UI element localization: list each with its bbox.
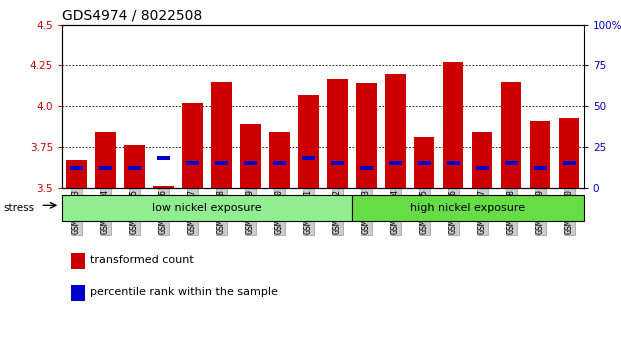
- Text: stress: stress: [3, 203, 34, 213]
- Text: transformed count: transformed count: [90, 255, 194, 265]
- Bar: [153, 186, 174, 188]
- Bar: [418, 161, 431, 165]
- Bar: [186, 161, 199, 165]
- Bar: [331, 161, 344, 165]
- Bar: [99, 166, 112, 170]
- Bar: [505, 161, 518, 165]
- Bar: [211, 82, 232, 188]
- Bar: [128, 166, 141, 170]
- Bar: [385, 74, 406, 188]
- Bar: [563, 161, 576, 165]
- Bar: [360, 166, 373, 170]
- Bar: [244, 161, 257, 165]
- Bar: [157, 156, 170, 160]
- Bar: [530, 121, 550, 188]
- Bar: [443, 62, 463, 188]
- Text: low nickel exposure: low nickel exposure: [152, 203, 262, 213]
- Bar: [215, 161, 228, 165]
- Bar: [389, 161, 402, 165]
- Bar: [476, 166, 489, 170]
- Bar: [66, 160, 87, 188]
- Bar: [273, 161, 286, 165]
- Bar: [472, 132, 492, 188]
- Bar: [501, 82, 522, 188]
- Bar: [183, 103, 202, 188]
- Bar: [70, 166, 83, 170]
- Bar: [327, 79, 348, 188]
- Text: GDS4974 / 8022508: GDS4974 / 8022508: [62, 9, 202, 23]
- Bar: [62, 195, 352, 221]
- Bar: [446, 161, 460, 165]
- Bar: [302, 156, 315, 160]
- Bar: [533, 166, 547, 170]
- Text: percentile rank within the sample: percentile rank within the sample: [90, 287, 278, 297]
- Bar: [298, 95, 319, 188]
- Bar: [352, 195, 584, 221]
- Text: high nickel exposure: high nickel exposure: [410, 203, 525, 213]
- Bar: [270, 132, 289, 188]
- Bar: [414, 137, 435, 188]
- Bar: [96, 132, 116, 188]
- Bar: [559, 118, 579, 188]
- Bar: [124, 145, 145, 188]
- Bar: [240, 124, 261, 188]
- Bar: [356, 84, 376, 188]
